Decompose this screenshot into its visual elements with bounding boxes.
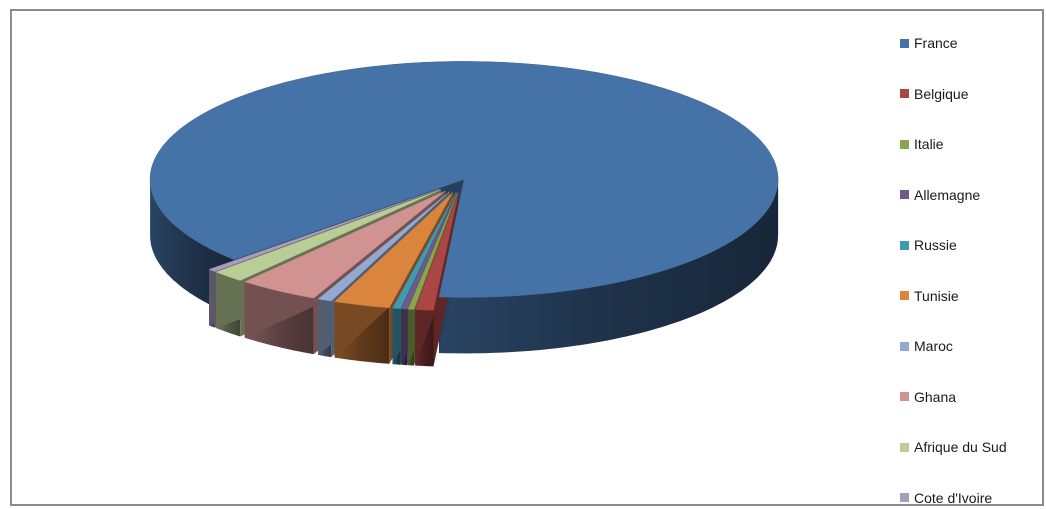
- legend-label: Afrique du Sud: [914, 439, 1007, 455]
- legend-label: Maroc: [914, 338, 953, 354]
- legend-swatch: [900, 190, 909, 199]
- legend-swatch: [900, 89, 909, 98]
- legend-item-allemagne: Allemagne: [900, 185, 980, 205]
- legend-label: Italie: [914, 136, 944, 152]
- legend-item-belgique: Belgique: [900, 84, 969, 104]
- pie-slice-side-shade: [439, 179, 779, 354]
- pie-slice-italie: [407, 192, 458, 310]
- pie-slice-afrique-du-sud: [215, 189, 441, 281]
- legend-item-ghana: Ghana: [900, 387, 956, 407]
- legend-item-italie: Italie: [900, 134, 944, 154]
- legend-label: Belgique: [914, 85, 969, 102]
- pie-slice-france: [149, 61, 779, 298]
- pie-slice-allemagne: [400, 192, 457, 310]
- legend-swatch: [900, 38, 909, 48]
- legend-item-afrique-du-sud: Afrique du Sud: [900, 437, 1007, 457]
- pie-slice-russie: [392, 192, 457, 309]
- legend-swatch: [900, 240, 909, 250]
- pie-tops: [149, 61, 779, 311]
- legend-item-maroc: Maroc: [900, 336, 953, 356]
- legend-item-france: France: [900, 33, 958, 53]
- legend-label: Tunisie: [914, 287, 959, 304]
- pie-slice-cote-d-ivoire: [208, 188, 440, 272]
- legend-label: Ghana: [914, 388, 957, 405]
- chart-frame: France Belgique Italie Allemagne Russie Tunis…: [10, 9, 1044, 506]
- legend-item-russie: Russie: [900, 235, 957, 255]
- legend-label: Cote d'Ivoire: [914, 489, 993, 506]
- legend-swatch: [900, 392, 909, 401]
- legend-swatch: [900, 291, 909, 300]
- legend-swatch: [900, 442, 909, 452]
- pie-slice-belgique: [414, 192, 459, 311]
- legend-swatch: [900, 139, 909, 149]
- pie-slice-ghana: [243, 190, 446, 299]
- pie-chart: [149, 61, 779, 367]
- pie-slice-tunisie: [334, 192, 454, 309]
- legend-label: Russie: [914, 237, 957, 253]
- legend-label: Allemagne: [914, 186, 981, 203]
- legend-swatch: [900, 341, 909, 351]
- pie-slice-maroc: [317, 191, 450, 302]
- legend-item-cote-d-ivoire: Cote d'Ivoire: [900, 488, 993, 506]
- legend-label: France: [914, 35, 958, 51]
- legend-swatch: [900, 493, 909, 502]
- legend-item-tunisie: Tunisie: [900, 286, 959, 306]
